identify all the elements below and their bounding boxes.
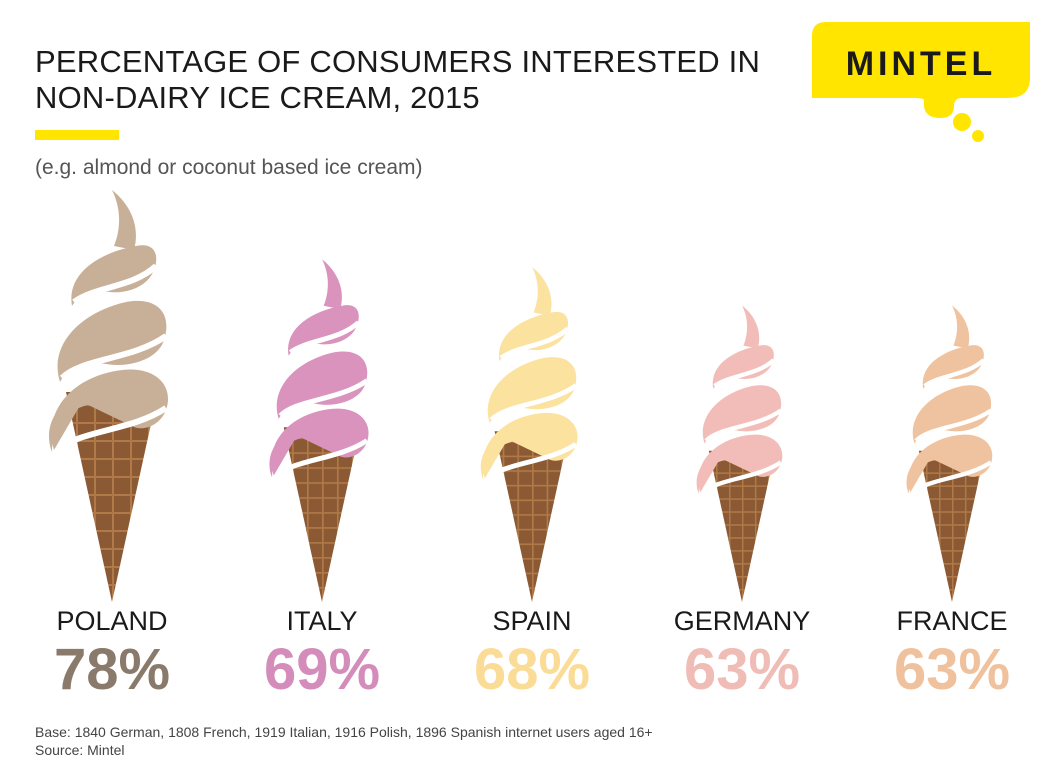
- category-label-germany: GERMANY: [673, 606, 811, 636]
- value-label-france: 63%: [893, 637, 1011, 702]
- category-label-poland: POLAND: [56, 606, 168, 636]
- value-label-spain: 68%: [473, 637, 591, 702]
- cone-poland: [48, 190, 169, 602]
- cone-italy: [269, 259, 369, 602]
- logo-text: MINTEL: [845, 45, 997, 83]
- cone-chart: [48, 190, 993, 602]
- value-label-germany: 63%: [683, 637, 801, 702]
- chart-title: PERCENTAGE OF CONSUMERS INTERESTED IN NO…: [35, 44, 761, 115]
- value-label-italy: 69%: [263, 637, 381, 702]
- chart-subtitle: (e.g. almond or coconut based ice cream): [35, 156, 423, 179]
- cone-france: [906, 305, 993, 602]
- title-accent-bar: [35, 130, 119, 140]
- mintel-logo: [812, 22, 1030, 142]
- category-label-italy: ITALY: [286, 606, 358, 636]
- footer-base: Base: 1840 German, 1808 French, 1919 Ita…: [35, 724, 653, 740]
- footer-source: Source: Mintel: [35, 742, 125, 758]
- value-label-poland: 78%: [53, 637, 171, 702]
- category-label-spain: SPAIN: [492, 606, 572, 636]
- category-label-france: FRANCE: [896, 606, 1008, 636]
- cone-spain: [480, 266, 578, 602]
- cone-germany: [696, 305, 783, 602]
